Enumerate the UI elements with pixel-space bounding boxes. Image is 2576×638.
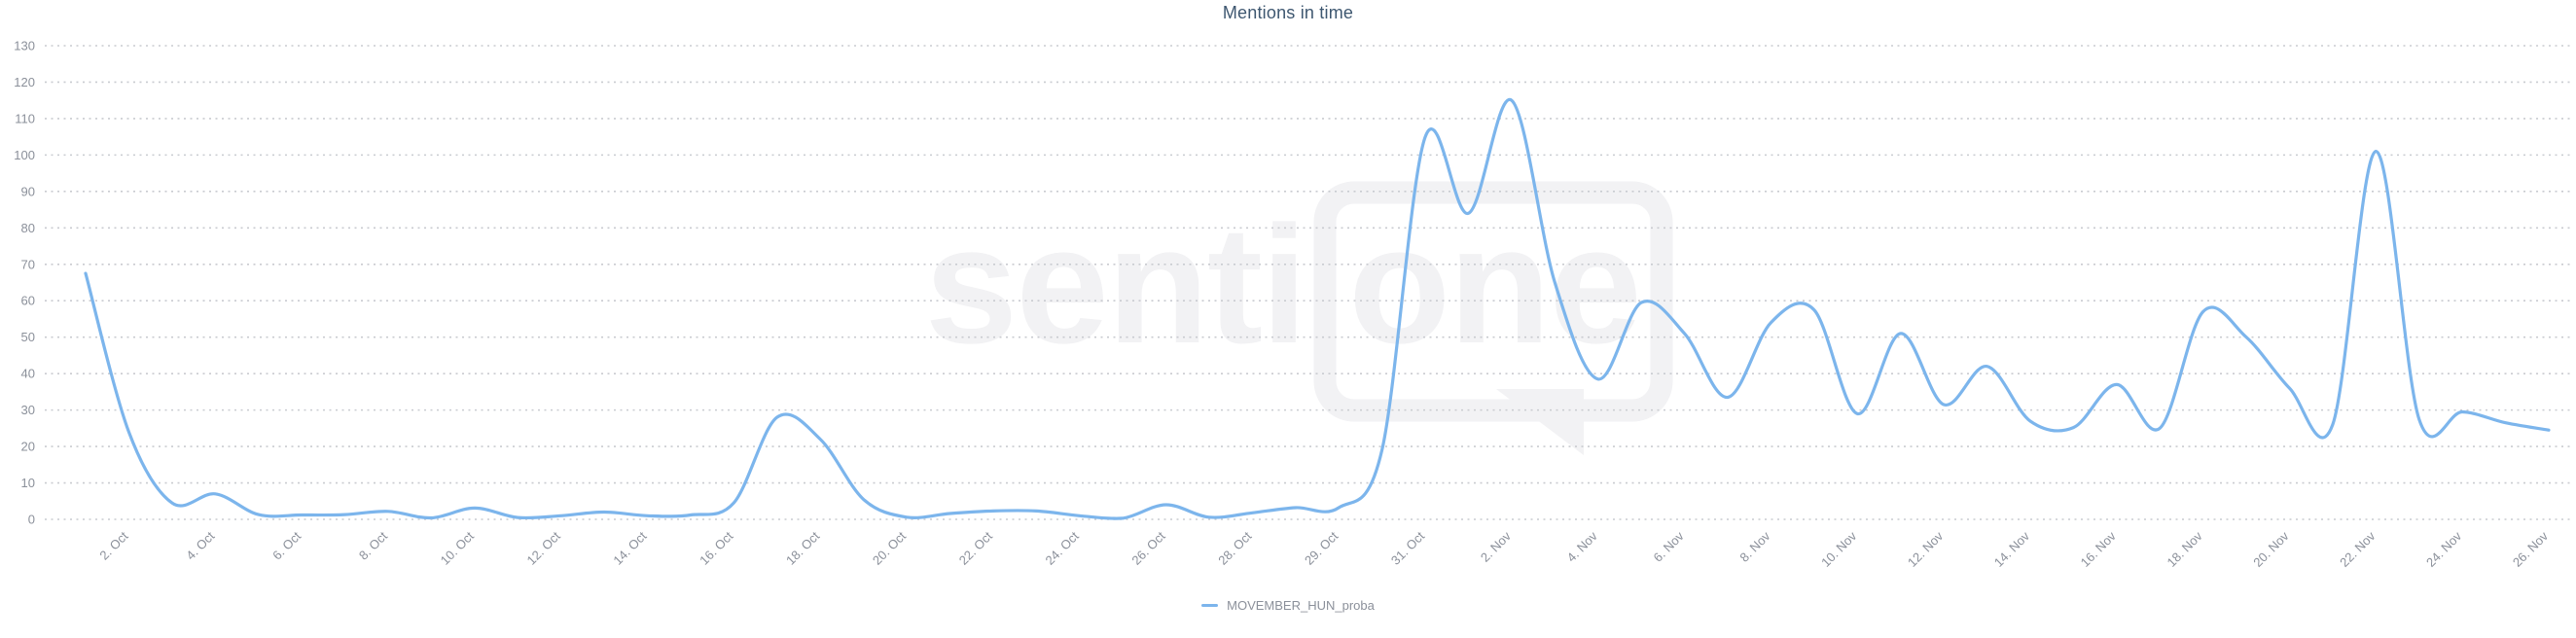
x-axis-label: 22. Nov bbox=[2337, 528, 2379, 570]
x-axis-label: 26. Nov bbox=[2510, 528, 2552, 570]
watermark-bubble-tail bbox=[1496, 389, 1584, 455]
x-axis-label: 12. Nov bbox=[1905, 528, 1947, 570]
x-axis-label: 2. Nov bbox=[1478, 528, 1515, 565]
y-axis-label-110: 110 bbox=[15, 111, 35, 125]
y-axis-label-20: 20 bbox=[21, 440, 35, 454]
y-axis-label-0: 0 bbox=[28, 513, 35, 527]
x-axis-label: 4. Nov bbox=[1564, 528, 1601, 565]
x-axis-label: 31. Oct bbox=[1388, 528, 1428, 568]
x-axis-label: 6. Oct bbox=[269, 528, 304, 562]
legend-series-marker bbox=[1201, 604, 1219, 607]
x-axis-label: 28. Oct bbox=[1215, 528, 1255, 568]
legend-series-label: MOVEMBER_HUN_proba bbox=[1227, 598, 1375, 613]
watermark-text-senti: senti bbox=[925, 192, 1306, 378]
y-axis-label-50: 50 bbox=[21, 330, 35, 344]
y-axis-label-30: 30 bbox=[21, 403, 35, 417]
watermark-text-one: one bbox=[1348, 192, 1640, 378]
x-axis-label: 2. Oct bbox=[96, 528, 130, 562]
x-axis-label: 8. Nov bbox=[1736, 528, 1773, 565]
y-axis-label-100: 100 bbox=[14, 148, 35, 162]
x-axis-label: 6. Nov bbox=[1651, 528, 1688, 565]
y-axis-label-10: 10 bbox=[21, 476, 35, 490]
x-axis-label: 22. Oct bbox=[956, 528, 996, 568]
x-axis-label: 18. Oct bbox=[783, 528, 823, 568]
y-axis-label-80: 80 bbox=[21, 221, 35, 235]
x-axis-label: 24. Nov bbox=[2423, 528, 2465, 570]
x-axis-label: 20. Nov bbox=[2250, 528, 2292, 570]
y-axis-label-120: 120 bbox=[14, 75, 35, 89]
legend-item-movember[interactable]: MOVEMBER_HUN_proba bbox=[0, 598, 2576, 613]
x-axis-label: 14. Nov bbox=[1991, 528, 2033, 570]
x-axis-label: 12. Oct bbox=[524, 528, 564, 568]
x-axis-label: 10. Nov bbox=[1818, 528, 1860, 570]
y-axis-label-60: 60 bbox=[21, 294, 35, 308]
x-axis-label: 18. Nov bbox=[2164, 528, 2205, 570]
series-line-movember-hun-proba[interactable] bbox=[84, 98, 2551, 520]
x-axis-label: 16. Nov bbox=[2078, 528, 2120, 570]
chart-title: Mentions in time bbox=[1222, 3, 1354, 22]
x-axis-label: 14. Oct bbox=[610, 528, 650, 568]
x-axis-label: 20. Oct bbox=[870, 528, 910, 568]
x-axis-label: 4. Oct bbox=[183, 528, 217, 562]
x-axis-label: 26. Oct bbox=[1128, 528, 1168, 568]
y-axis-label-130: 130 bbox=[14, 39, 35, 53]
y-axis-label-40: 40 bbox=[21, 367, 35, 381]
x-axis-label: 8. Oct bbox=[356, 528, 390, 562]
x-axis-label: 10. Oct bbox=[438, 528, 478, 568]
y-axis-label-90: 90 bbox=[21, 184, 35, 198]
y-axis-label-70: 70 bbox=[21, 257, 35, 271]
x-axis-label: 16. Oct bbox=[697, 528, 736, 568]
x-axis-label: 24. Oct bbox=[1043, 528, 1083, 568]
x-axis-label: 29. Oct bbox=[1302, 528, 1342, 568]
